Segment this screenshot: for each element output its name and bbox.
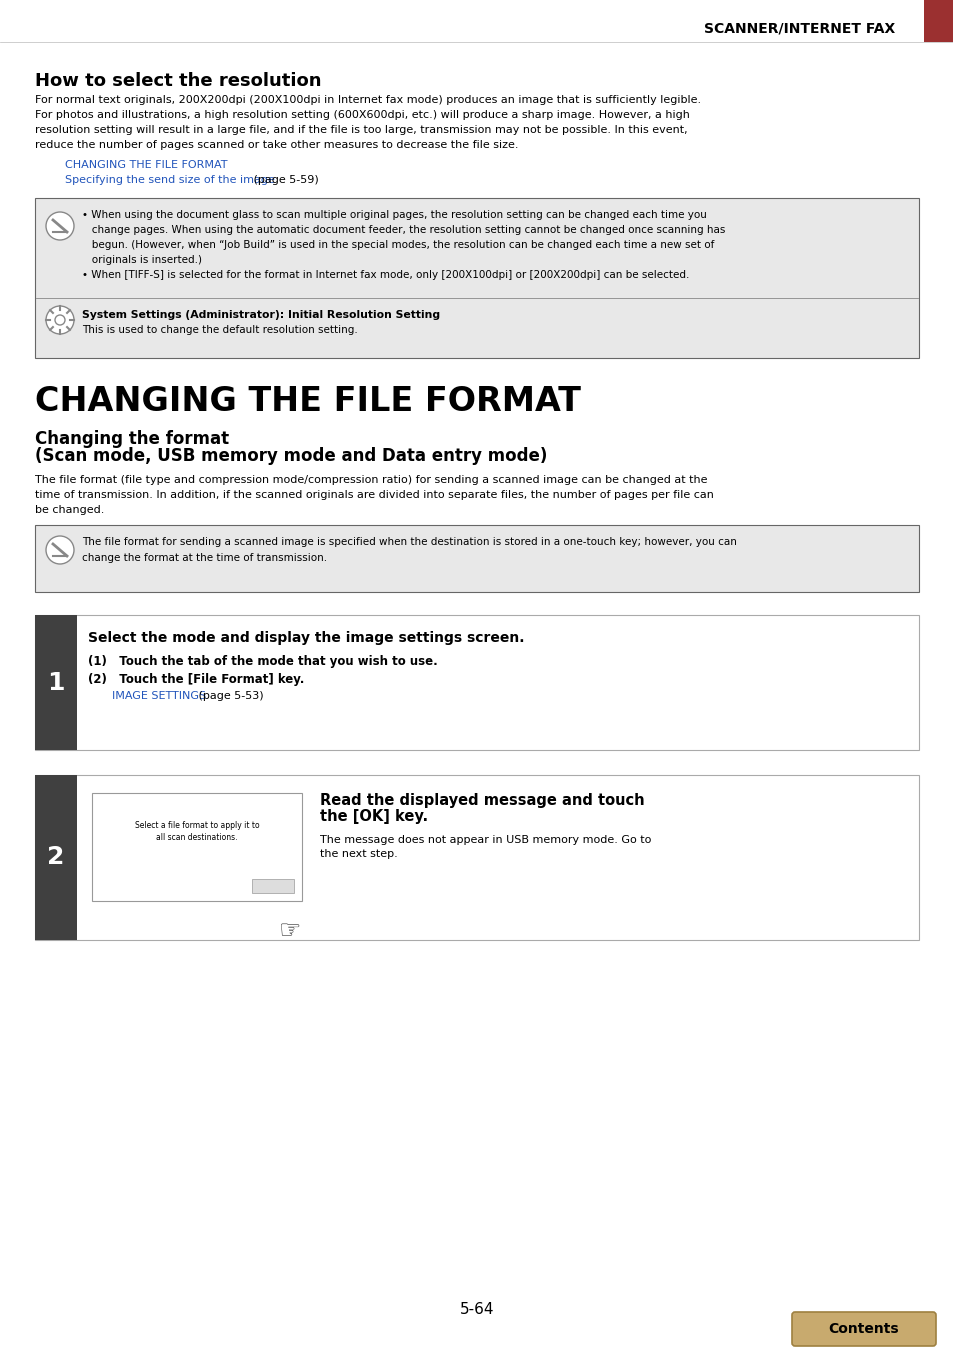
Text: (page 5-53): (page 5-53): [194, 690, 263, 701]
Bar: [252, 880, 294, 893]
Text: (page 5-59): (page 5-59): [250, 176, 318, 185]
Bar: [35, 615, 77, 750]
Text: Select a file format to apply it to: Select a file format to apply it to: [134, 821, 259, 830]
Bar: [91, 793, 302, 901]
Text: (Scan mode, USB memory mode and Data entry mode): (Scan mode, USB memory mode and Data ent…: [35, 447, 547, 465]
Text: the [OK] key.: the [OK] key.: [319, 809, 428, 824]
Circle shape: [46, 305, 74, 334]
Text: Read the displayed message and touch: Read the displayed message and touch: [319, 793, 644, 808]
Text: time of transmission. In addition, if the scanned originals are divided into sep: time of transmission. In addition, if th…: [35, 490, 713, 500]
Text: (2)   Touch the [File Format] key.: (2) Touch the [File Format] key.: [88, 673, 304, 686]
Text: SCANNER/INTERNET FAX: SCANNER/INTERNET FAX: [703, 22, 894, 35]
Text: CHANGING THE FILE FORMAT: CHANGING THE FILE FORMAT: [35, 385, 580, 417]
Text: Contents: Contents: [828, 1323, 899, 1336]
Text: change pages. When using the automatic document feeder, the resolution setting c: change pages. When using the automatic d…: [82, 226, 724, 235]
Circle shape: [55, 315, 65, 326]
Text: originals is inserted.): originals is inserted.): [82, 255, 202, 265]
Text: Specifying the send size of the image: Specifying the send size of the image: [65, 176, 274, 185]
Text: (1)   Touch the tab of the mode that you wish to use.: (1) Touch the tab of the mode that you w…: [88, 655, 437, 667]
Text: For normal text originals, 200X200dpi (200X100dpi in Internet fax mode) produces: For normal text originals, 200X200dpi (2…: [35, 95, 700, 105]
Bar: [35, 775, 918, 940]
FancyBboxPatch shape: [791, 1312, 935, 1346]
Text: The file format (file type and compression mode/compression ratio) for sending a: The file format (file type and compressi…: [35, 476, 707, 485]
Text: The message does not appear in USB memory mode. Go to: The message does not appear in USB memor…: [319, 835, 651, 844]
Text: 1: 1: [48, 670, 65, 694]
Text: be changed.: be changed.: [35, 505, 104, 515]
Text: begun. (However, when “Job Build” is used in the special modes, the resolution c: begun. (However, when “Job Build” is use…: [82, 240, 714, 250]
Text: For photos and illustrations, a high resolution setting (600X600dpi, etc.) will : For photos and illustrations, a high res…: [35, 109, 689, 120]
Text: 5-64: 5-64: [459, 1302, 494, 1317]
Text: 2: 2: [48, 846, 65, 870]
Bar: [923, 0, 953, 42]
Text: Changing the format: Changing the format: [35, 430, 229, 449]
Bar: [35, 615, 918, 750]
Circle shape: [46, 536, 74, 563]
Circle shape: [46, 212, 74, 240]
Text: IMAGE SETTINGS: IMAGE SETTINGS: [112, 690, 206, 701]
Text: This is used to change the default resolution setting.: This is used to change the default resol…: [82, 326, 357, 335]
Bar: [35, 775, 77, 940]
Text: System Settings (Administrator): Initial Resolution Setting: System Settings (Administrator): Initial…: [82, 309, 439, 320]
Text: • When using the document glass to scan multiple original pages, the resolution : • When using the document glass to scan …: [82, 209, 706, 220]
Text: Select the mode and display the image settings screen.: Select the mode and display the image se…: [88, 631, 524, 644]
Text: • When [TIFF-S] is selected for the format in Internet fax mode, only [200X100dp: • When [TIFF-S] is selected for the form…: [82, 270, 689, 280]
Bar: [35, 199, 918, 358]
Text: reduce the number of pages scanned or take other measures to decrease the file s: reduce the number of pages scanned or ta…: [35, 141, 518, 150]
Text: CHANGING THE FILE FORMAT: CHANGING THE FILE FORMAT: [65, 159, 227, 170]
Text: ☞: ☞: [278, 919, 301, 943]
Text: all scan destinations.: all scan destinations.: [156, 834, 237, 842]
Text: How to select the resolution: How to select the resolution: [35, 72, 321, 91]
Text: change the format at the time of transmission.: change the format at the time of transmi…: [82, 553, 327, 563]
Text: The file format for sending a scanned image is specified when the destination is: The file format for sending a scanned im…: [82, 536, 736, 547]
Bar: [35, 526, 918, 592]
Text: resolution setting will result in a large file, and if the file is too large, tr: resolution setting will result in a larg…: [35, 126, 687, 135]
Text: the next step.: the next step.: [319, 848, 397, 859]
